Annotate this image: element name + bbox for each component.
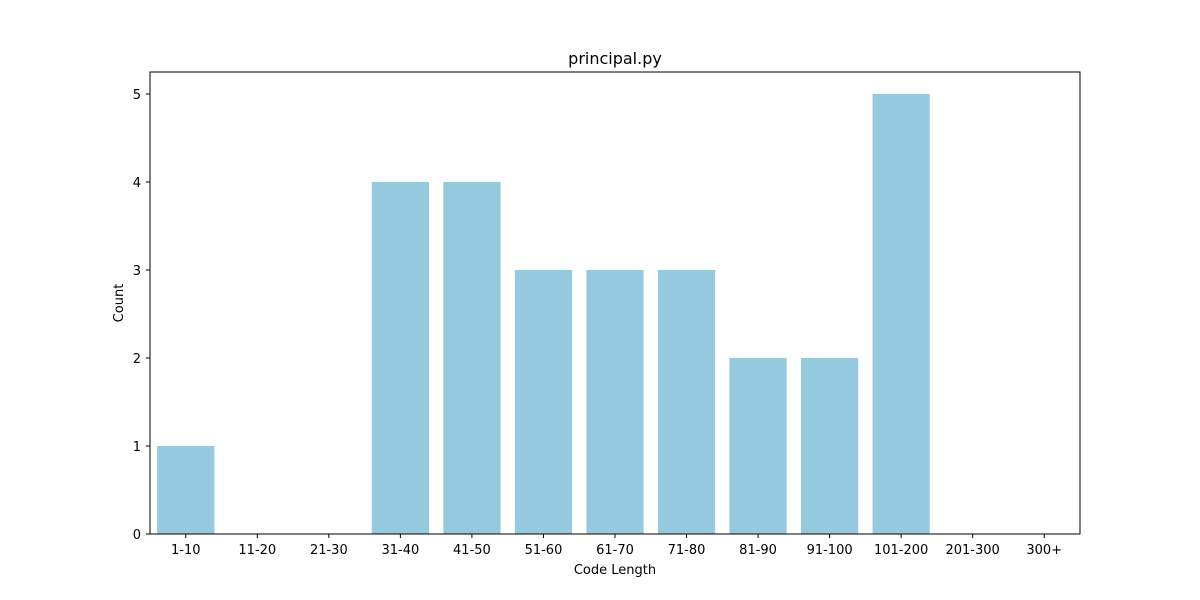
- x-tick-label: 101-200: [874, 543, 928, 558]
- x-tick-label: 71-80: [668, 543, 706, 558]
- bars-layer: [157, 94, 930, 534]
- chart-title: principal.py: [568, 49, 662, 68]
- bar-91-100: [801, 358, 859, 534]
- y-tick-label: 4: [133, 176, 141, 191]
- y-tick-label: 5: [133, 88, 141, 103]
- bar-71-80: [657, 270, 716, 534]
- x-tick-label: 41-50: [453, 543, 491, 558]
- x-tick-label: 61-70: [596, 543, 634, 558]
- y-tick-label: 1: [133, 440, 141, 455]
- x-tick-label: 81-90: [739, 543, 777, 558]
- bar-61-70: [586, 270, 644, 534]
- x-tick-label: 300+: [1026, 543, 1062, 558]
- x-tick-label: 91-100: [807, 543, 853, 558]
- x-tick-label: 31-40: [381, 543, 419, 558]
- x-tick-label: 201-300: [946, 543, 1000, 558]
- plot-frame: [149, 71, 1081, 535]
- bar-1-10: [157, 446, 215, 534]
- x-tick-label: 11-20: [238, 543, 276, 558]
- y-tick-label: 2: [133, 352, 141, 367]
- x-tick-label: 21-30: [310, 543, 348, 558]
- x-axis-label: Code Length: [574, 563, 656, 578]
- bar-101-200: [872, 94, 930, 534]
- x-tick-label: 1-10: [171, 543, 201, 558]
- y-axis-label: Count: [112, 284, 127, 323]
- x-axis: 1-10 11-20 21-30 31-40 41-50 51-60 61-70 71-80 8…: [171, 534, 1062, 558]
- bar-51-60: [514, 270, 573, 534]
- bar-41-50: [443, 182, 501, 534]
- y-axis: 0 1 2 3 4 5: [133, 88, 150, 543]
- bar-81-90: [729, 358, 787, 534]
- x-tick-label: 51-60: [525, 543, 563, 558]
- y-tick-label: 0: [133, 528, 141, 543]
- y-tick-label: 3: [133, 264, 141, 279]
- bar-31-40: [371, 182, 429, 534]
